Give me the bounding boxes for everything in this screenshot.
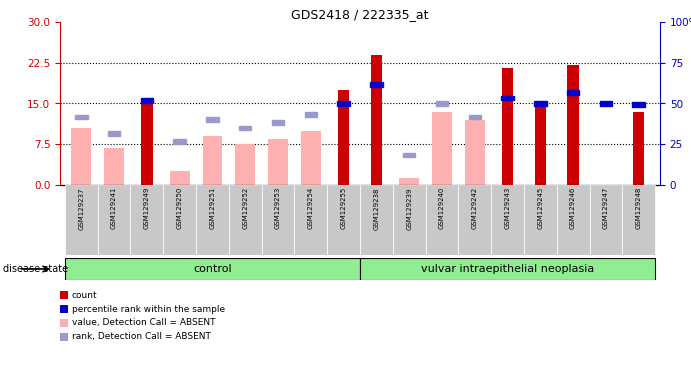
Bar — [305, 112, 317, 117]
Text: vulvar intraepithelial neoplasia: vulvar intraepithelial neoplasia — [421, 264, 594, 274]
Text: count: count — [72, 291, 97, 300]
Bar — [491, 185, 524, 255]
Bar — [131, 185, 163, 255]
Text: GSM129245: GSM129245 — [538, 187, 543, 229]
Text: GSM129239: GSM129239 — [406, 187, 412, 230]
Bar — [567, 65, 579, 185]
Bar — [268, 139, 288, 185]
Bar — [301, 131, 321, 185]
Text: GSM129248: GSM129248 — [636, 187, 642, 230]
Text: GSM129241: GSM129241 — [111, 187, 117, 230]
Text: GSM129242: GSM129242 — [472, 187, 477, 229]
Text: GSM129240: GSM129240 — [439, 187, 445, 230]
Bar — [370, 82, 383, 87]
Bar — [108, 131, 120, 136]
Text: GSM129252: GSM129252 — [243, 187, 248, 229]
Bar — [141, 103, 153, 185]
Bar — [173, 139, 186, 144]
Bar — [65, 185, 97, 255]
Text: GSM129247: GSM129247 — [603, 187, 609, 230]
Text: GSM129238: GSM129238 — [373, 187, 379, 230]
Text: GSM129243: GSM129243 — [504, 187, 511, 230]
Bar — [567, 90, 579, 95]
Bar — [141, 98, 153, 103]
Bar — [458, 185, 491, 255]
Bar — [360, 185, 392, 255]
Bar — [535, 106, 546, 185]
Bar — [370, 55, 382, 185]
Bar — [196, 185, 229, 255]
Bar — [392, 185, 426, 255]
Bar — [436, 101, 448, 106]
Bar — [97, 185, 131, 255]
Bar — [239, 126, 252, 130]
Text: GSM129251: GSM129251 — [209, 187, 216, 230]
Text: disease state: disease state — [3, 264, 68, 274]
Text: GSM129255: GSM129255 — [341, 187, 347, 229]
Bar — [557, 185, 589, 255]
Text: rank, Detection Call = ABSENT: rank, Detection Call = ABSENT — [72, 333, 211, 341]
Bar — [465, 120, 484, 185]
Bar — [399, 179, 419, 185]
Bar — [633, 112, 645, 185]
Bar — [623, 185, 655, 255]
Bar — [338, 90, 350, 185]
Bar — [75, 115, 88, 119]
Bar — [632, 102, 645, 107]
Bar — [262, 185, 294, 255]
Bar — [426, 185, 458, 255]
Bar — [206, 118, 218, 122]
Text: GSM129254: GSM129254 — [307, 187, 314, 229]
Bar — [328, 185, 360, 255]
Bar — [432, 112, 452, 185]
Bar — [104, 148, 124, 185]
Bar — [229, 185, 262, 255]
Bar — [272, 120, 284, 125]
Text: percentile rank within the sample: percentile rank within the sample — [72, 305, 225, 313]
Bar — [65, 258, 360, 280]
Bar — [534, 101, 547, 106]
Text: GSM129246: GSM129246 — [570, 187, 576, 230]
Bar — [600, 101, 612, 106]
Text: GSM129250: GSM129250 — [177, 187, 182, 230]
Bar — [163, 185, 196, 255]
Title: GDS2418 / 222335_at: GDS2418 / 222335_at — [291, 8, 428, 21]
Bar — [170, 171, 189, 185]
Bar — [502, 68, 513, 185]
Bar — [360, 258, 655, 280]
Bar — [501, 96, 514, 100]
Bar — [236, 144, 255, 185]
Bar — [524, 185, 557, 255]
Bar — [589, 185, 623, 255]
Text: control: control — [193, 264, 231, 274]
Text: GSM129249: GSM129249 — [144, 187, 150, 230]
Bar — [337, 101, 350, 106]
Bar — [294, 185, 328, 255]
Text: GSM129237: GSM129237 — [78, 187, 84, 230]
Bar — [468, 115, 481, 119]
Bar — [71, 128, 91, 185]
Text: value, Detection Call = ABSENT: value, Detection Call = ABSENT — [72, 318, 216, 328]
Bar — [403, 153, 415, 157]
Text: GSM129253: GSM129253 — [275, 187, 281, 230]
Bar — [202, 136, 223, 185]
